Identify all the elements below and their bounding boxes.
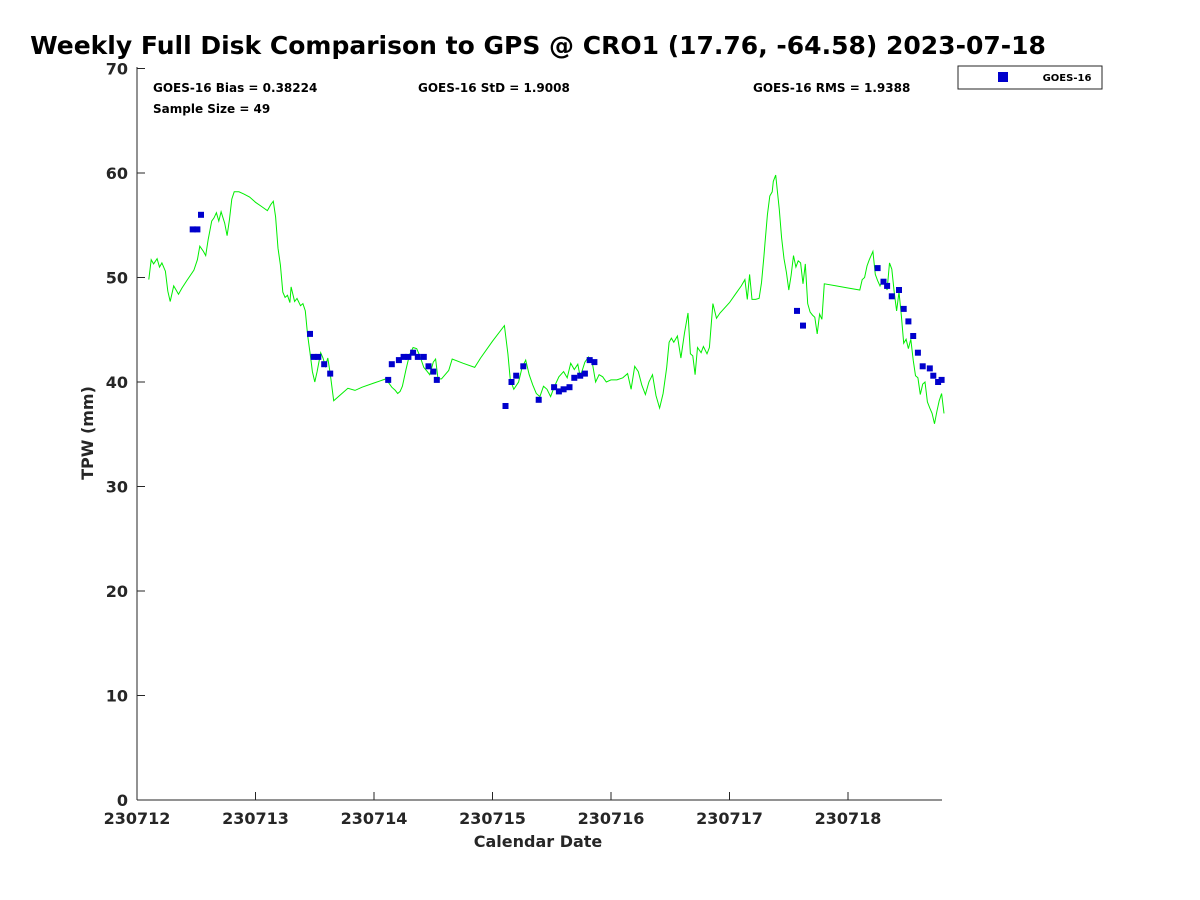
y-tick-label: 20 (106, 582, 128, 601)
legend-label-goes16: GOES-16 (1043, 73, 1092, 84)
y-tick-label: 30 (106, 478, 128, 497)
y-tick-label: 70 (106, 60, 128, 79)
y-axis-ticks: 0 10 20 30 40 50 60 70 (106, 60, 145, 810)
legend-marker-goes16 (998, 72, 1008, 82)
x-tick-label: 230714 (341, 809, 408, 828)
goes16-point (880, 278, 887, 285)
goes16-point (385, 376, 392, 383)
goes16-point (900, 305, 907, 312)
chart-title: Weekly Full Disk Comparison to GPS @ CRO… (30, 31, 1046, 60)
x-tick-label: 230712 (104, 809, 171, 828)
goes16-point (508, 379, 515, 385)
goes16-point (551, 384, 558, 391)
plot-area (148, 174, 945, 424)
x-tick-label: 230716 (578, 809, 645, 828)
goes16-point (800, 322, 806, 329)
legend: GOES-16 (957, 65, 1103, 90)
goes16-point (502, 403, 509, 409)
goes16-point (914, 349, 921, 356)
goes16-point (794, 307, 800, 314)
goes16-point (874, 265, 881, 272)
goes16-point (198, 211, 204, 218)
gps-series (148, 174, 945, 424)
axes: 230712 230713 230714 230715 230716 230717 2307… (104, 60, 942, 828)
goes16-point (919, 363, 926, 370)
sample-size-stat: Sample Size = 49 (153, 102, 270, 116)
y-tick-label: 40 (106, 373, 128, 392)
goes16-point (938, 376, 945, 383)
goes16-point (926, 365, 933, 372)
goes16-point (315, 353, 322, 360)
x-axis-ticks: 230712 230713 230714 230715 230716 230717 2307… (104, 792, 882, 828)
y-tick-label: 0 (117, 791, 128, 810)
goes16-point (430, 368, 437, 375)
goes16-point (327, 370, 334, 377)
goes16-point (433, 376, 440, 383)
goes16-point (560, 386, 567, 393)
goes16-point (586, 357, 593, 364)
y-tick-label: 10 (106, 687, 128, 706)
stats-box: GOES-16 Bias = 0.38224 GOES-16 StD = 1.9… (153, 81, 910, 116)
goes16-point (321, 361, 328, 368)
x-tick-label: 230717 (696, 809, 763, 828)
goes16-point (884, 282, 891, 289)
goes16-point (896, 287, 902, 293)
goes16-point (395, 357, 402, 364)
goes16-point (581, 370, 588, 377)
goes16-point (410, 349, 417, 356)
y-tick-label: 50 (106, 269, 128, 288)
goes16-point (425, 363, 432, 370)
rms-stat: GOES-16 RMS = 1.9388 (753, 81, 910, 95)
goes16-point (577, 372, 584, 379)
goes16-point (905, 318, 912, 325)
goes16-point (307, 330, 313, 337)
goes16-point (388, 361, 395, 368)
goes16-point (930, 372, 937, 379)
goes16-point (414, 353, 421, 360)
goes16-point (400, 353, 407, 360)
goes16-series (189, 211, 945, 409)
y-axis-label: TPW (mm) (78, 386, 97, 480)
x-tick-label: 230713 (222, 809, 289, 828)
x-tick-label: 230715 (459, 809, 526, 828)
gps-tpw-line (148, 174, 945, 424)
goes16-point (555, 388, 562, 395)
goes16-point (935, 379, 942, 385)
x-tick-label: 230718 (815, 809, 882, 828)
goes16-point (571, 374, 578, 381)
goes16-point (566, 384, 573, 391)
y-tick-label: 60 (106, 164, 128, 183)
goes16-point (535, 396, 542, 403)
goes16-point (310, 353, 317, 360)
legend-box (957, 65, 1103, 90)
goes16-point (513, 372, 520, 379)
goes16-point (405, 353, 412, 360)
std-stat: GOES-16 StD = 1.9008 (418, 81, 570, 95)
goes16-point (888, 293, 895, 300)
goes16-point (591, 359, 598, 366)
goes16-point (910, 333, 917, 339)
goes16-point (189, 226, 196, 233)
bias-stat: GOES-16 Bias = 0.38224 (153, 81, 317, 95)
goes16-point (420, 353, 427, 360)
goes16-point (520, 363, 527, 370)
goes16-point (194, 226, 201, 233)
x-axis-label: Calendar Date (474, 832, 603, 851)
